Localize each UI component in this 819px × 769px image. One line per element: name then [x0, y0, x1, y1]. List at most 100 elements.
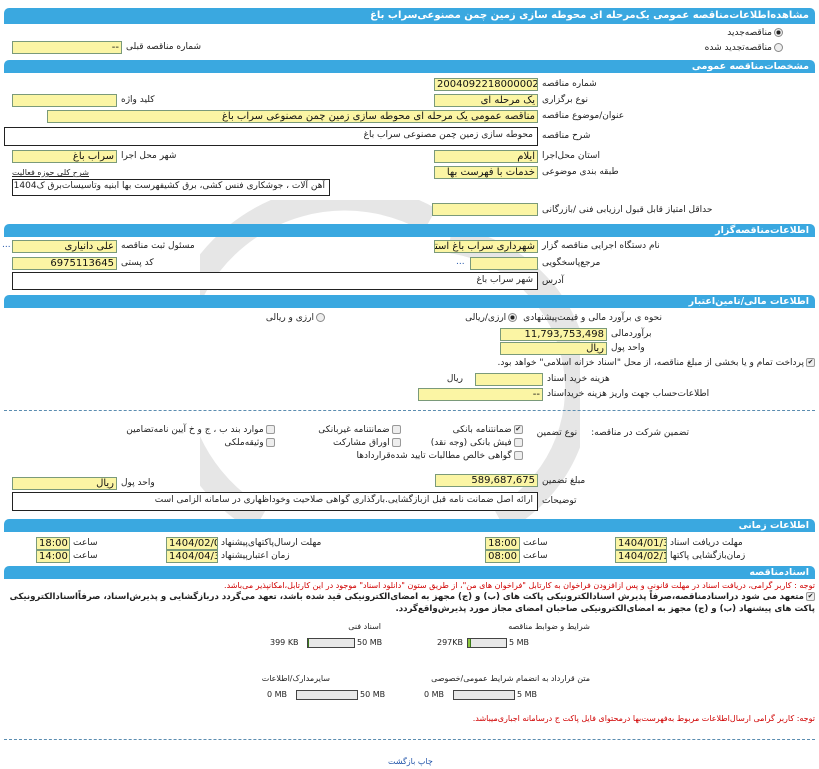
- submit-deadline-date[interactable]: 1404/02/09: [166, 537, 218, 550]
- page-title: مشاهده‌اطلاعات‌مناقصه عمومی یک‌مرحله ای …: [4, 8, 815, 24]
- holding-type-field[interactable]: یک مرحله ای: [434, 94, 538, 107]
- province-field[interactable]: ایلام: [434, 150, 538, 163]
- organization-label: نام دستگاه اجرایی مناقصه گزار: [542, 241, 660, 251]
- guarantee-notes-box: ارائه اصل ضمانت نامه قبل ازبازگشایی.بارگ…: [12, 492, 538, 511]
- prev-number-field[interactable]: --: [12, 41, 122, 54]
- radio-icon[interactable]: [774, 43, 783, 52]
- section-documents: اسنادمناقصه: [4, 566, 815, 579]
- opening-time[interactable]: 08:00: [485, 550, 520, 563]
- min-score-field[interactable]: [432, 203, 538, 216]
- registrar-lookup-link[interactable]: ...: [2, 240, 11, 250]
- subject-field[interactable]: مناقصه عمومی یک مرحله ای محوطه سازی زمین…: [47, 110, 538, 123]
- reference-field[interactable]: [470, 257, 538, 270]
- submit-deadline-time[interactable]: 18:00: [36, 537, 70, 550]
- commitment-checkbox[interactable]: ✔متعهد می شود دراسنادمناقصه،صرفاً پذیرش …: [9, 592, 815, 614]
- doc-deadline-time[interactable]: 18:00: [485, 537, 520, 550]
- guarantee-option-cash[interactable]: فیش بانکی (وجه نقد): [415, 437, 523, 450]
- registrar-field[interactable]: علی دانیاری: [12, 240, 117, 253]
- postal-code-label: کد پستی: [121, 258, 154, 268]
- file-size: 0 MB: [424, 690, 445, 699]
- guarantee-amount-label: مبلغ تضمین: [542, 476, 586, 486]
- checkbox-icon[interactable]: [265, 438, 275, 447]
- validity-date[interactable]: 1404/04/31: [166, 550, 218, 563]
- category-field[interactable]: خدمات با فهرست بها: [434, 166, 538, 179]
- reference-lookup-link[interactable]: ...: [456, 257, 465, 267]
- radio-new-tender[interactable]: مناقصه‌جدید: [727, 27, 783, 40]
- section-organizer: اطلاعات‌مناقصه‌گزار: [4, 224, 815, 237]
- time-label: ساعت: [73, 551, 98, 561]
- radio-mixed-currency[interactable]: ارزی و ریالی: [266, 312, 325, 325]
- doc-deadline-date[interactable]: 1404/01/30: [615, 537, 667, 550]
- city-field[interactable]: سراب باغ: [12, 150, 117, 163]
- validity-time[interactable]: 14:00: [36, 550, 70, 563]
- category-label: طبقه بندی موضوعی: [542, 167, 619, 177]
- radio-rial[interactable]: ارزی/ریالی: [465, 312, 518, 325]
- checkmark-icon[interactable]: ✔: [806, 358, 815, 367]
- file-size: 399 KB: [270, 638, 299, 647]
- footer-links: چاپ بازگشت: [388, 755, 433, 768]
- address-box: شهر سراب باغ: [12, 272, 538, 290]
- price-list-notice: توجه: کاربر گرامی ارسال‌اطلاعات مربوط به…: [472, 714, 815, 723]
- file-progress-fill: [308, 639, 310, 647]
- guarantee-option-bank[interactable]: ✔ضمانتنامه بانکی: [452, 425, 523, 435]
- guarantee-row: تضمین شرکت در مناقصه: نوع تضمین ✔ضمانتنا…: [126, 424, 689, 463]
- file-label: متن قرارداد به انضمام شرایط عمومی/خصوصی: [431, 674, 590, 683]
- file-size: 297KB: [437, 638, 464, 647]
- file-max-size: 50 MB: [357, 638, 383, 647]
- description-label: شرح مناقصه: [542, 131, 591, 141]
- estimate-label: برآورد‌مالی: [611, 329, 652, 339]
- checkbox-icon[interactable]: [513, 451, 523, 460]
- tender-number-field[interactable]: 2004092218000002: [434, 78, 538, 91]
- radio-icon[interactable]: [316, 313, 325, 322]
- guarantee-option-nonbank[interactable]: ضمانتنامه غیربانکی: [289, 424, 401, 437]
- guarantee-currency-field[interactable]: ریال: [12, 477, 117, 490]
- treasury-checkbox[interactable]: ✔پرداخت تمام و یا بخشی از مبلغ مناقصه، ا…: [497, 358, 815, 368]
- checkbox-icon[interactable]: [265, 425, 275, 434]
- doc-fee-label: هزینه خرید اسناد: [547, 374, 610, 384]
- estimate-method-label: نحوه ی برآورد مالی و قیمت‌پیشنهادی: [523, 313, 662, 323]
- time-label: ساعت: [73, 538, 98, 548]
- keyword-label: کلید واژه: [121, 95, 155, 105]
- file-max-size: 5 MB: [509, 638, 530, 647]
- address-label: آدرس: [542, 276, 564, 286]
- doc-fee-unit: ریال: [446, 374, 463, 384]
- estimate-field[interactable]: 11,793,753,498: [500, 328, 607, 341]
- organization-field[interactable]: شهرداری سراب باغ استان: [434, 240, 538, 253]
- checkbox-icon[interactable]: [513, 438, 523, 447]
- submit-deadline-label: مهلت ارسال‌پاکتهای‌پیشنهاد: [221, 538, 322, 548]
- back-link[interactable]: بازگشت: [388, 757, 416, 766]
- prev-number-label: شماره مناقصه قبلی: [126, 42, 201, 52]
- doc-fee-field[interactable]: [475, 373, 543, 386]
- postal-code-field[interactable]: 6975113645: [12, 257, 117, 270]
- radio-renewed-tender[interactable]: مناقصه‌تجدید شده: [705, 42, 783, 55]
- checkmark-icon[interactable]: ✔: [513, 425, 523, 434]
- keyword-field[interactable]: [12, 94, 117, 107]
- radio-icon[interactable]: [508, 313, 518, 322]
- tender-number-label: شماره مناقصه: [542, 79, 597, 89]
- guarantee-option-property[interactable]: وثیقه‌ملکی: [224, 437, 275, 450]
- checkbox-icon[interactable]: [391, 425, 401, 434]
- currency-field[interactable]: ریال: [500, 342, 607, 355]
- account-info-field[interactable]: --: [418, 388, 543, 401]
- time-label: ساعت: [523, 551, 548, 561]
- opening-date[interactable]: 1404/02/10: [615, 550, 667, 563]
- checkbox-icon[interactable]: [391, 438, 401, 447]
- guarantee-notes-label: توضیحات: [542, 496, 577, 506]
- opening-label: زمان‌بازگشایی پاکتها: [670, 551, 746, 561]
- subject-label: عنوان/موضوع مناقصه: [542, 111, 625, 121]
- radio-icon[interactable]: [774, 28, 783, 37]
- guarantee-option-receivables[interactable]: گواهی خالص مطالبات تایید شده‌قراردادها: [357, 450, 523, 463]
- section-finance: اطلاعات مالی/تامین‌اعتبار: [4, 295, 815, 308]
- section-general: مشخصات‌مناقصه عمومی: [4, 60, 815, 73]
- min-score-label: حداقل امتیاز قابل قبول ارزیابی فنی /بازر…: [542, 205, 713, 215]
- guarantee-option-bonds[interactable]: اوراق مشارکت: [289, 437, 401, 450]
- guarantee-option-clauses[interactable]: موارد بند ب ، ج و خ آیین نامه‌تضامین: [126, 424, 275, 437]
- registrar-label: مسئول ثبت مناقصه: [121, 241, 195, 251]
- activity-box: آهن آلات ، جوشکاری فنس کشی، برق کشیفهرست…: [12, 179, 330, 196]
- guarantee-amount-field[interactable]: 589,687,675: [435, 474, 538, 487]
- file-max-size: 50 MB: [360, 690, 386, 699]
- checkmark-icon[interactable]: ✔: [806, 592, 815, 601]
- file-label: اسناد فنی: [348, 622, 381, 631]
- print-link[interactable]: چاپ: [417, 757, 433, 766]
